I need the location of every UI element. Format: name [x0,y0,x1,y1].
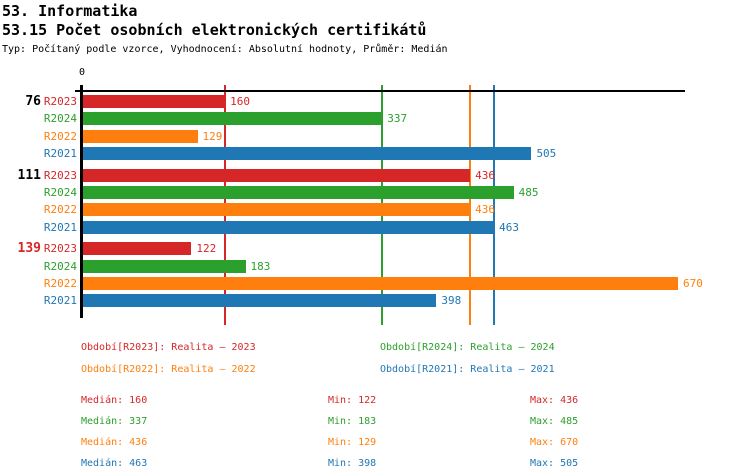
stat-median-R2024: Medián: 337 [81,416,148,427]
bar-R2024 [83,112,382,126]
bar-value-label: 485 [518,185,539,199]
bar-row-label-R2021: R2021 [43,294,77,308]
stat-min-R2023: Min: 122 [328,395,377,406]
legend-item-R2023: Období[R2023]: Realita – 2023 [81,342,256,353]
bar-value-label: 337 [387,112,408,126]
bar-row-label-R2023: R2023 [43,168,77,182]
bar-value-label: 505 [536,146,557,160]
axis-top-line [75,90,685,92]
bar-R2024 [83,259,246,273]
bar-row-label-R2023: R2023 [43,95,77,108]
bar-value-label: 129 [202,129,223,143]
stat-median-R2022: Medián: 436 [81,437,148,448]
bar-value-label: 463 [499,220,520,234]
stat-median-R2021: Medián: 463 [81,458,148,469]
bar-value-label: 436 [475,168,496,182]
bar-R2023 [83,242,191,256]
bar-R2022 [83,129,198,143]
bar-row-label-R2024: R2024 [43,112,77,126]
bar-row-label-R2022: R2022 [43,129,77,143]
bar-value-label: 436 [475,203,496,217]
bar-value-label: 670 [682,276,703,290]
bar-row-label-R2022: R2022 [43,276,77,290]
bar-value-label: 160 [230,95,250,108]
axis-vertical-line [80,85,83,318]
stat-max-R2022: Max: 670 [530,437,579,448]
legend-item-R2024: Období[R2024]: Realita – 2024 [380,342,555,353]
bar-R2021 [83,220,494,234]
stat-median-R2023: Medián: 160 [81,395,148,406]
bar-value-label: 398 [441,294,462,308]
bar-row-label-R2024: R2024 [43,185,77,199]
bar-R2021 [83,294,436,308]
stat-min-R2024: Min: 183 [328,416,377,427]
stat-max-R2021: Max: 505 [530,458,579,469]
stat-max-R2024: Max: 485 [530,416,579,427]
group-label: 111 [17,167,41,183]
bar-R2024 [83,185,514,199]
median-line-R2021 [493,85,496,325]
report-section-title: 53. Informatika [2,2,138,20]
bar-value-label: 122 [196,242,217,256]
bar-R2023 [83,95,225,108]
stat-min-R2022: Min: 129 [328,437,377,448]
bar-R2021 [83,146,531,160]
chart-meta-line: Typ: Počítaný podle vzorce, Vyhodnocení:… [2,44,448,55]
bar-value-label: 183 [250,259,271,273]
bar-R2023 [83,168,470,182]
legend-item-R2022: Období[R2022]: Realita – 2022 [81,364,256,375]
median-line-R2022 [469,85,472,325]
bar-row-label-R2023: R2023 [43,242,77,256]
group-label: 139 [17,241,41,257]
stat-max-R2023: Max: 436 [530,395,579,406]
bar-row-label-R2021: R2021 [43,146,77,160]
bar-row-label-R2024: R2024 [43,259,77,273]
bar-R2022 [83,276,678,290]
group-label: 76 [25,94,41,109]
bar-row-label-R2021: R2021 [43,220,77,234]
bar-row-label-R2022: R2022 [43,203,77,217]
bar-R2022 [83,203,470,217]
axis-origin-label: 0 [78,67,86,78]
chart-title: 53.15 Počet osobních elektronických cert… [2,21,427,39]
legend-item-R2021: Období[R2021]: Realita – 2021 [380,364,555,375]
stat-min-R2021: Min: 398 [328,458,377,469]
